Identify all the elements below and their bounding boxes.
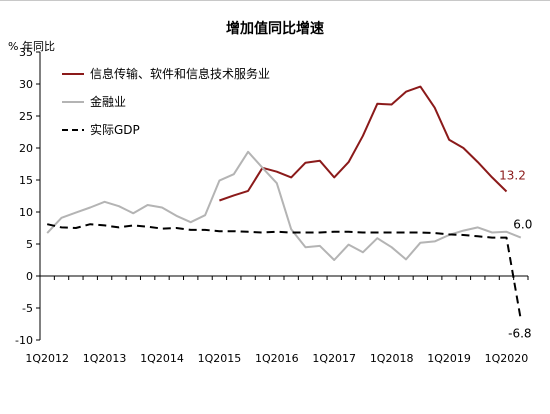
series-gdp-line bbox=[46, 223, 522, 320]
x-tick-label: 1Q2017 bbox=[312, 352, 356, 365]
legend-finance-label: 金融业 bbox=[90, 94, 126, 109]
x-tick-label: 1Q2013 bbox=[83, 352, 127, 365]
y-tick-label: 20 bbox=[19, 142, 33, 155]
y-tick-label: -5 bbox=[22, 302, 33, 315]
x-tick-label: 1Q2012 bbox=[25, 352, 69, 365]
legend-ict-label: 信息传输、软件和信息技术服务业 bbox=[90, 66, 270, 81]
finance-end-value-label: 6.0 bbox=[513, 218, 532, 232]
y-tick-label: 25 bbox=[19, 110, 33, 123]
y-tick-label: -10 bbox=[15, 334, 33, 347]
series-ict-line bbox=[219, 85, 508, 202]
x-tick-label: 1Q2014 bbox=[140, 352, 184, 365]
x-tick-label: 1Q2018 bbox=[370, 352, 414, 365]
y-tick-label: 35 bbox=[19, 46, 33, 59]
y-axis-unit-label: % 年同比 bbox=[8, 40, 55, 53]
y-tick-label: 5 bbox=[26, 238, 33, 251]
ict-end-value-label: 13.2 bbox=[499, 169, 526, 183]
y-tick-label: 30 bbox=[19, 78, 33, 91]
legend-gdp-label: 实际GDP bbox=[90, 122, 140, 137]
y-tick-label: 0 bbox=[26, 270, 33, 283]
chart-title: 增加值同比增速 bbox=[226, 21, 324, 37]
y-tick-label: 10 bbox=[19, 206, 33, 219]
x-tick-label: 1Q2016 bbox=[255, 352, 299, 365]
x-tick-label: 1Q2015 bbox=[198, 352, 242, 365]
y-tick-label: 15 bbox=[19, 174, 33, 187]
x-tick-label: 1Q2019 bbox=[427, 352, 471, 365]
x-tick-label: 1Q2020 bbox=[485, 352, 529, 365]
gdp-end-value-label: -6.8 bbox=[508, 327, 531, 341]
series-finance-line bbox=[46, 150, 522, 261]
